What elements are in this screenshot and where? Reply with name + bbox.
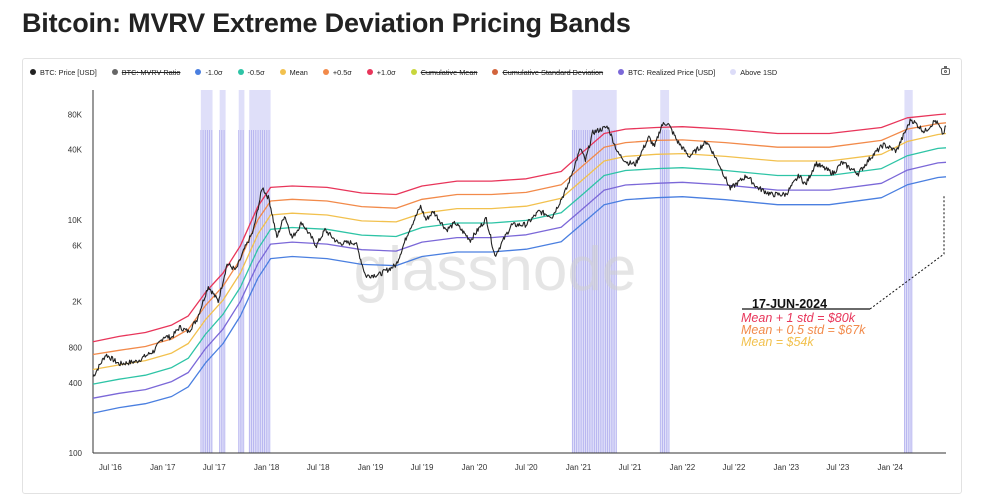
annotation-date: 17-JUN-2024 [752, 297, 828, 311]
legend-item[interactable]: Cumulative Mean [410, 67, 478, 77]
y-tick-label: 40K [68, 146, 83, 155]
legend-label: BTC: Realized Price [USD] [628, 67, 716, 77]
legend-label: BTC: Price [USD] [40, 67, 97, 77]
series-line-6 [92, 118, 947, 378]
legend-item[interactable]: BTC: Realized Price [USD] [618, 68, 715, 77]
x-tick-label: Jul '22 [723, 463, 746, 472]
above-1sd-band [219, 90, 226, 453]
legend-item[interactable]: -0.5σ [237, 67, 265, 77]
legend-swatch-icon [237, 69, 244, 75]
y-tick-label: 6K [72, 242, 82, 251]
legend-item[interactable]: +0.5σ [322, 67, 352, 77]
legend-label: -0.5σ [247, 67, 265, 77]
x-tick-label: Jul '18 [307, 463, 330, 472]
x-tick-label: Jul '21 [619, 463, 642, 472]
x-tick-label: Jan '21 [566, 463, 592, 472]
legend-label: Cumulative Mean [420, 67, 478, 77]
annotation-line-mean: Mean = $54k [741, 335, 814, 349]
legend-swatch-icon [410, 69, 417, 75]
x-tick-label: Jul '23 [826, 463, 849, 472]
x-tick-label: Jan '17 [150, 463, 176, 472]
series-line-2 [92, 132, 947, 371]
legend-swatch-icon [30, 69, 36, 75]
annotation-line-plus-half-std: Mean + 0.5 std = $67k [741, 323, 866, 337]
x-tick-label: Jan '23 [774, 463, 800, 472]
series-line-5 [92, 176, 947, 414]
series-line-4 [92, 161, 947, 399]
x-tick-label: Jan '22 [670, 463, 696, 472]
chart-legend: BTC: Price [USD] BTC: MVRV Ratio -1.0σ -0.5… [30, 66, 792, 78]
legend-swatch-icon [366, 69, 373, 75]
legend-label: Cumulative Standard Deviation [502, 67, 604, 77]
y-tick-label: 100 [69, 449, 83, 458]
x-tick-label: Jan '19 [358, 463, 384, 472]
series-line-0 [92, 113, 947, 343]
legend-item[interactable]: BTC: MVRV Ratio [111, 67, 181, 77]
x-tick-label: Jan '18 [254, 463, 280, 472]
watermark-logo: glassnode [354, 235, 637, 304]
x-tick-label: Jul '17 [203, 463, 226, 472]
legend-item[interactable]: +1.0σ [366, 67, 396, 77]
legend-swatch-icon [618, 69, 625, 75]
y-tick-label: 800 [69, 344, 83, 353]
legend-item[interactable]: BTC: Price [USD] [30, 68, 97, 77]
x-tick-label: Jan '20 [462, 463, 488, 472]
above-1sd-band [200, 90, 213, 453]
legend-label: Above 1SD [740, 67, 778, 77]
series-line-1 [92, 122, 947, 356]
legend-item[interactable]: Mean [279, 67, 308, 77]
annotation-line-plus-1-std: Mean + 1 std = $80k [741, 311, 855, 325]
legend-swatch-icon [111, 69, 118, 75]
x-tick-label: Jul '16 [99, 463, 122, 472]
series-line-3 [92, 147, 947, 385]
annotation-leader-line [869, 196, 945, 310]
camera-icon[interactable] [941, 66, 950, 75]
y-tick-label: 2K [72, 297, 82, 306]
legend-item[interactable]: Cumulative Standard Deviation [492, 68, 603, 77]
legend-label: Mean [289, 67, 308, 77]
legend-label: -1.0σ [205, 67, 223, 77]
page-title: Bitcoin: MVRV Extreme Deviation Pricing … [22, 8, 631, 38]
legend-item[interactable]: Above 1SD [730, 68, 777, 77]
y-tick-label: 400 [69, 379, 83, 388]
y-tick-label: 10K [68, 216, 83, 225]
legend-swatch-icon [195, 69, 202, 75]
legend-swatch-icon [322, 69, 329, 75]
x-tick-label: Jul '19 [411, 463, 434, 472]
legend-label: +0.5σ [332, 67, 352, 77]
legend-label: BTC: MVRV Ratio [121, 67, 181, 77]
legend-label: +1.0σ [376, 67, 396, 77]
legend-swatch-icon [279, 69, 286, 75]
legend-swatch-icon [730, 69, 737, 75]
y-tick-label: 80K [68, 111, 83, 120]
legend-swatch-icon [492, 69, 499, 75]
chart-frame [22, 58, 962, 494]
x-tick-label: Jul '20 [515, 463, 538, 472]
legend-item[interactable]: -1.0σ [195, 67, 223, 77]
x-tick-label: Jan '24 [877, 463, 903, 472]
